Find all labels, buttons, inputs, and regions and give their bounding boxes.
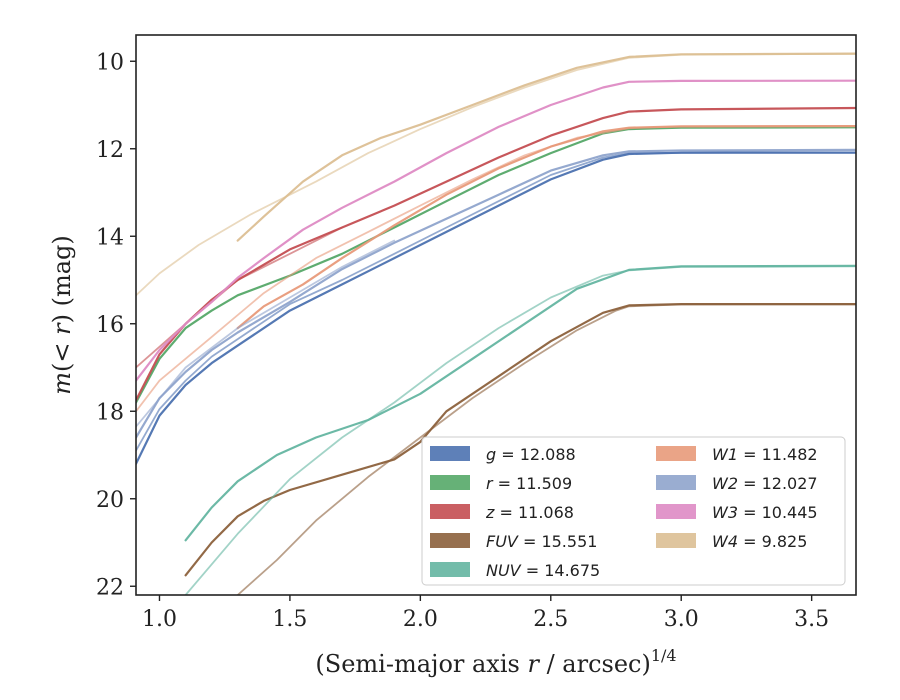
x-tick-label: 1.5 <box>272 607 307 632</box>
legend-label: z = 11.068 <box>485 503 574 522</box>
series-line-0-1 <box>136 151 856 452</box>
legend-swatch <box>656 446 696 461</box>
x-tick-label: 2.0 <box>403 607 438 632</box>
x-tick-label: 3.0 <box>664 607 699 632</box>
y-axis-label: m(< r) (mag) <box>48 235 76 395</box>
legend-swatch <box>656 504 696 519</box>
y-tick-label: 12 <box>96 138 124 163</box>
legend-swatch <box>656 533 696 548</box>
series-line-0-0 <box>136 151 856 465</box>
legend-label: r = 11.509 <box>486 474 572 493</box>
legend-label: g = 12.088 <box>486 445 576 464</box>
legend-frame <box>421 436 846 586</box>
legend-swatch <box>430 475 470 490</box>
legend-swatch <box>656 475 696 490</box>
series-line-6-1 <box>136 239 396 428</box>
series-line-8-1 <box>136 52 856 297</box>
legend-label: NUV = 14.675 <box>486 561 600 580</box>
series-line-5-1 <box>136 125 856 413</box>
legend-swatch <box>430 533 470 548</box>
legend-swatch <box>430 446 470 461</box>
series-line-7-0 <box>136 79 856 382</box>
legend-swatch <box>430 562 470 577</box>
series-line-2-1 <box>136 226 343 369</box>
y-tick-label: 10 <box>96 50 124 75</box>
series-line-3-1 <box>236 303 856 595</box>
legend-label: W4 = 9.825 <box>712 532 807 551</box>
legend-label: FUV = 15.551 <box>486 532 597 551</box>
series-line-6-0 <box>136 148 856 439</box>
x-tick-label: 2.5 <box>533 607 568 632</box>
x-axis-label: (Semi-major axis r / arcsec)1/4 <box>315 646 676 678</box>
y-axis-ticks: 10 12 14 16 18 20 22 <box>96 50 136 600</box>
series-line-3-0 <box>184 303 856 577</box>
y-tick-label: 22 <box>96 575 124 600</box>
legend-swatch <box>430 504 470 519</box>
legend-label: W3 = 10.445 <box>712 503 818 522</box>
y-tick-label: 16 <box>96 313 124 338</box>
x-tick-label: 3.5 <box>794 607 829 632</box>
x-axis-ticks: 1.0 1.5 2.0 2.5 3.0 3.5 <box>142 595 829 632</box>
legend-label: W1 = 11.482 <box>712 445 818 464</box>
y-tick-label: 18 <box>96 400 124 425</box>
legend: g = 12.088 r = 11.509 z = 11.068 FUV = 15.5… <box>421 436 846 586</box>
plot-frame <box>135 34 857 596</box>
legend-label: W2 = 12.027 <box>712 474 818 493</box>
y-tick-label: 20 <box>96 488 124 513</box>
series-line-4-1 <box>184 265 856 595</box>
y-tick-label: 14 <box>96 225 124 250</box>
series-layer <box>136 52 856 595</box>
x-tick-label: 1.0 <box>142 607 177 632</box>
